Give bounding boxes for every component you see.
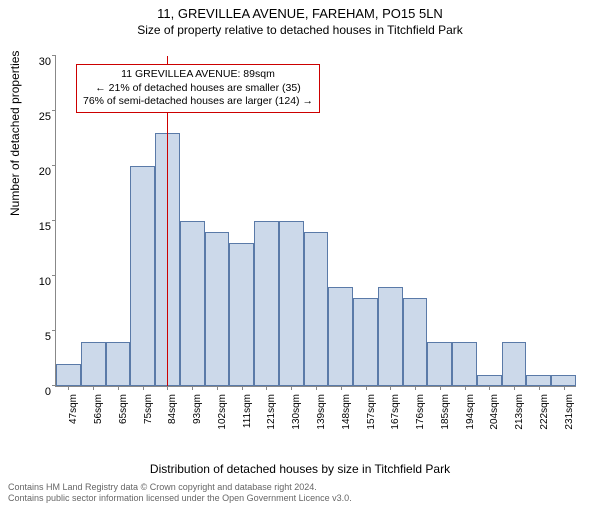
- footer-line-2: Contains public sector information licen…: [8, 493, 352, 504]
- x-axis-label: Distribution of detached houses by size …: [0, 462, 600, 476]
- x-tick-label: 185sqm: [440, 394, 451, 439]
- y-tick-mark: [52, 110, 56, 111]
- x-tick-label: 222sqm: [539, 394, 550, 439]
- x-tick-mark: [68, 386, 69, 390]
- x-tick-label: 102sqm: [217, 394, 228, 439]
- y-tick-label: 15: [26, 221, 51, 233]
- bar: [180, 221, 205, 386]
- x-tick-mark: [266, 386, 267, 390]
- bar: [353, 298, 378, 386]
- x-tick-label: 213sqm: [514, 394, 525, 439]
- plot-area: 05101520253047sqm56sqm65sqm75sqm84sqm93s…: [55, 56, 576, 387]
- y-tick-label: 30: [26, 56, 51, 68]
- x-tick-label: 176sqm: [415, 394, 426, 439]
- x-tick-label: 111sqm: [242, 394, 253, 439]
- y-axis-label: Number of detached properties: [8, 51, 22, 216]
- x-tick-mark: [366, 386, 367, 390]
- y-tick-mark: [52, 165, 56, 166]
- annotation-line-3: 76% of semi-detached houses are larger (…: [83, 95, 313, 109]
- chart-subtitle: Size of property relative to detached ho…: [0, 23, 600, 37]
- x-tick-label: 84sqm: [167, 394, 178, 439]
- x-tick-label: 231sqm: [564, 394, 575, 439]
- annotation-line-2: ← 21% of detached houses are smaller (35…: [83, 82, 313, 96]
- x-tick-label: 148sqm: [341, 394, 352, 439]
- bar: [130, 166, 155, 386]
- x-tick-label: 47sqm: [68, 394, 79, 439]
- x-tick-label: 130sqm: [291, 394, 302, 439]
- y-tick-mark: [52, 220, 56, 221]
- x-tick-mark: [93, 386, 94, 390]
- bar: [427, 342, 452, 386]
- x-tick-label: 194sqm: [465, 394, 476, 439]
- x-tick-label: 121sqm: [266, 394, 277, 439]
- x-tick-mark: [564, 386, 565, 390]
- bar: [526, 375, 551, 386]
- y-tick-label: 5: [26, 331, 51, 343]
- y-tick-label: 20: [26, 166, 51, 178]
- annotation-box: 11 GREVILLEA AVENUE: 89sqm← 21% of detac…: [76, 64, 320, 113]
- bar: [452, 342, 477, 386]
- bar: [378, 287, 403, 386]
- x-tick-mark: [465, 386, 466, 390]
- x-tick-mark: [539, 386, 540, 390]
- x-tick-mark: [390, 386, 391, 390]
- x-tick-label: 157sqm: [366, 394, 377, 439]
- x-tick-label: 93sqm: [192, 394, 203, 439]
- bar: [328, 287, 353, 386]
- x-tick-mark: [440, 386, 441, 390]
- x-tick-label: 139sqm: [316, 394, 327, 439]
- bar: [229, 243, 254, 386]
- y-tick-mark: [52, 330, 56, 331]
- bar: [551, 375, 576, 386]
- footer-attribution: Contains HM Land Registry data © Crown c…: [8, 482, 352, 504]
- bar: [56, 364, 81, 386]
- x-tick-label: 56sqm: [93, 394, 104, 439]
- bar: [279, 221, 304, 386]
- x-tick-label: 204sqm: [489, 394, 500, 439]
- bar: [403, 298, 428, 386]
- annotation-line-1: 11 GREVILLEA AVENUE: 89sqm: [83, 68, 313, 82]
- y-tick-label: 0: [26, 386, 51, 398]
- chart-container: 11, GREVILLEA AVENUE, FAREHAM, PO15 5LN …: [0, 6, 600, 506]
- x-tick-mark: [242, 386, 243, 390]
- bar: [477, 375, 502, 386]
- y-tick-mark: [52, 55, 56, 56]
- bar: [205, 232, 230, 386]
- x-tick-label: 75sqm: [143, 394, 154, 439]
- x-tick-label: 65sqm: [118, 394, 129, 439]
- x-tick-mark: [118, 386, 119, 390]
- x-tick-mark: [192, 386, 193, 390]
- x-tick-mark: [217, 386, 218, 390]
- x-tick-mark: [341, 386, 342, 390]
- x-tick-mark: [415, 386, 416, 390]
- x-tick-label: 167sqm: [390, 394, 401, 439]
- x-tick-mark: [143, 386, 144, 390]
- chart-title: 11, GREVILLEA AVENUE, FAREHAM, PO15 5LN: [0, 6, 600, 21]
- bar: [254, 221, 279, 386]
- bar: [106, 342, 131, 386]
- bar: [304, 232, 329, 386]
- x-tick-mark: [316, 386, 317, 390]
- x-tick-mark: [514, 386, 515, 390]
- y-tick-label: 25: [26, 111, 51, 123]
- x-tick-mark: [167, 386, 168, 390]
- footer-line-1: Contains HM Land Registry data © Crown c…: [8, 482, 352, 493]
- y-tick-label: 10: [26, 276, 51, 288]
- bar: [81, 342, 106, 386]
- y-tick-mark: [52, 275, 56, 276]
- x-tick-mark: [291, 386, 292, 390]
- bar: [502, 342, 527, 386]
- x-tick-mark: [489, 386, 490, 390]
